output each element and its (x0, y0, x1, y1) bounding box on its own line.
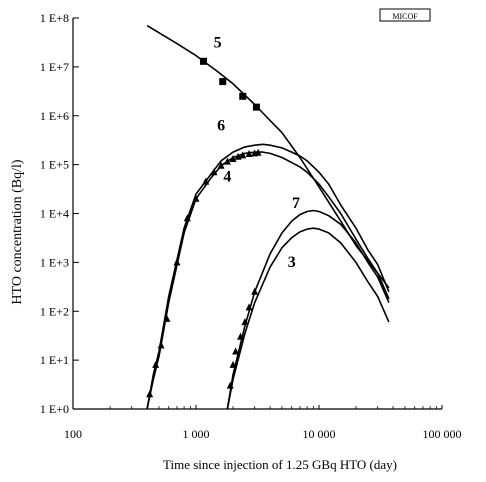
series-label-3: 3 (288, 254, 296, 271)
data-point-triangle (223, 157, 231, 165)
data-point-triangle (245, 303, 253, 311)
y-tick-label: 1 E+7 (40, 60, 69, 74)
series-label-6: 6 (217, 117, 225, 134)
badge-text: MICOF (392, 12, 418, 21)
y-tick-label: 1 E+6 (40, 109, 69, 123)
series-line-6 (146, 143, 390, 410)
data-point-triangle (173, 258, 181, 266)
x-tick-label: 100 000 (423, 427, 462, 441)
axes (72, 18, 442, 410)
x-tick-label: 10 000 (303, 427, 336, 441)
series-group (146, 24, 390, 410)
data-point-triangle (254, 148, 262, 156)
series-line-5 (146, 24, 390, 289)
data-point-triangle (229, 155, 237, 163)
data-point-triangle (251, 287, 259, 295)
series-line-4 (146, 151, 390, 410)
data-point-triangle (157, 341, 165, 349)
series-label-4: 4 (223, 169, 231, 186)
y-tick-label: 1 E+3 (40, 255, 69, 269)
y-tick-label: 1 E+1 (40, 353, 69, 367)
y-axis-title: HTO concentration (Bq/l) (10, 159, 25, 304)
data-point-square (219, 78, 227, 86)
y-tick-label: 1 E+0 (40, 402, 69, 416)
data-point-square (199, 57, 207, 65)
x-axis: 100 1 000 10 000 100 000 (64, 405, 462, 441)
y-tick-label: 1 E+4 (40, 207, 69, 221)
data-point-triangle (229, 360, 237, 368)
x-axis-title: Time since injection of 1.25 GBq HTO (da… (163, 457, 397, 472)
data-point-triangle (202, 177, 210, 185)
data-point-triangle (217, 161, 225, 169)
data-point-triangle (241, 318, 249, 326)
data-point-triangle (183, 214, 191, 222)
data-point-triangle (239, 151, 247, 159)
y-axis: 1 E+0 1 E+1 1 E+2 1 E+3 1 E+4 1 E+5 1 E+6 1 E+7… (40, 11, 79, 416)
data-point-triangle (163, 314, 171, 322)
data-point-triangle (192, 194, 200, 202)
data-point-triangle (236, 332, 244, 340)
series-line-3 (226, 227, 390, 410)
data-point-triangle (232, 347, 240, 355)
markers-group (146, 57, 262, 398)
y-tick-label: 1 E+2 (40, 304, 69, 318)
data-point-square (252, 103, 260, 111)
series-label-7: 7 (292, 195, 300, 212)
y-tick-label: 1 E+8 (40, 11, 69, 25)
x-tick-label: 100 (64, 427, 82, 441)
y-tick-label: 1 E+5 (40, 158, 69, 172)
series-label-5: 5 (214, 34, 222, 51)
data-point-triangle (210, 168, 218, 176)
data-point-triangle (226, 381, 234, 389)
data-point-square (239, 92, 247, 100)
series-line-7 (226, 209, 390, 410)
data-point-triangle (152, 360, 160, 368)
micof-badge: MICOF (379, 8, 431, 22)
x-tick-label: 1 000 (183, 427, 210, 441)
data-point-triangle (146, 390, 154, 398)
series-labels: 5 6 4 7 3 (214, 34, 300, 271)
data-point-triangle (245, 149, 253, 157)
